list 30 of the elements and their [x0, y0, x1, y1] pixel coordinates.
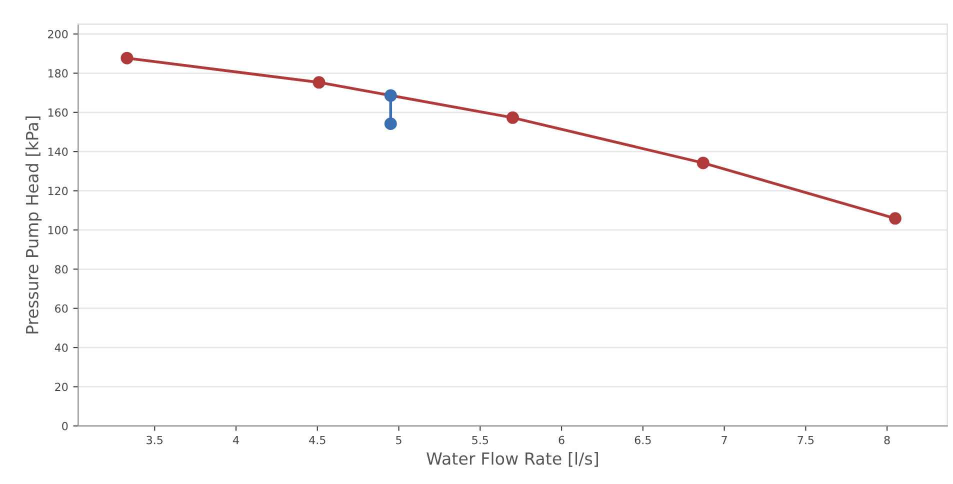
y-tick-label: 180 [48, 69, 68, 78]
y-tick-label: 120 [48, 186, 68, 196]
y-tick-label: 200 [48, 30, 68, 38]
x-tick-label: 4.5 [309, 436, 326, 444]
y-tick-label: 20 [55, 382, 68, 392]
point [384, 118, 397, 130]
y-tick-label: 40 [54, 344, 68, 352]
point [506, 111, 519, 124]
point [384, 89, 397, 102]
point [696, 156, 710, 170]
y-tick-label: 160 [48, 108, 68, 117]
x-axis-title: Water Flow Rate [l/s] [426, 452, 598, 467]
point [312, 76, 326, 89]
x-tick-label: 3.5 [146, 436, 163, 444]
y-tick-label: 80 [55, 265, 68, 274]
x-tick-label: 5.5 [472, 436, 488, 444]
x-tick-label: 7.5 [798, 436, 814, 444]
y-axis-title: Pressure Pump Head [kPa] [26, 116, 42, 334]
x-tick-label: 8 [884, 436, 890, 444]
x-tick-label: 7 [722, 436, 727, 444]
x-tick-label: 4 [233, 436, 239, 444]
x-tick-label: 6 [558, 436, 564, 444]
point [888, 212, 902, 225]
x-tick-label: 6.5 [634, 436, 651, 444]
y-tick-label: 100 [48, 226, 68, 234]
x-tick-label: 5 [396, 436, 402, 444]
point [120, 52, 134, 64]
y-tick-label: 0 [62, 422, 68, 430]
y-tick-label: 60 [55, 304, 68, 313]
y-tick-label: 140 [48, 148, 68, 156]
